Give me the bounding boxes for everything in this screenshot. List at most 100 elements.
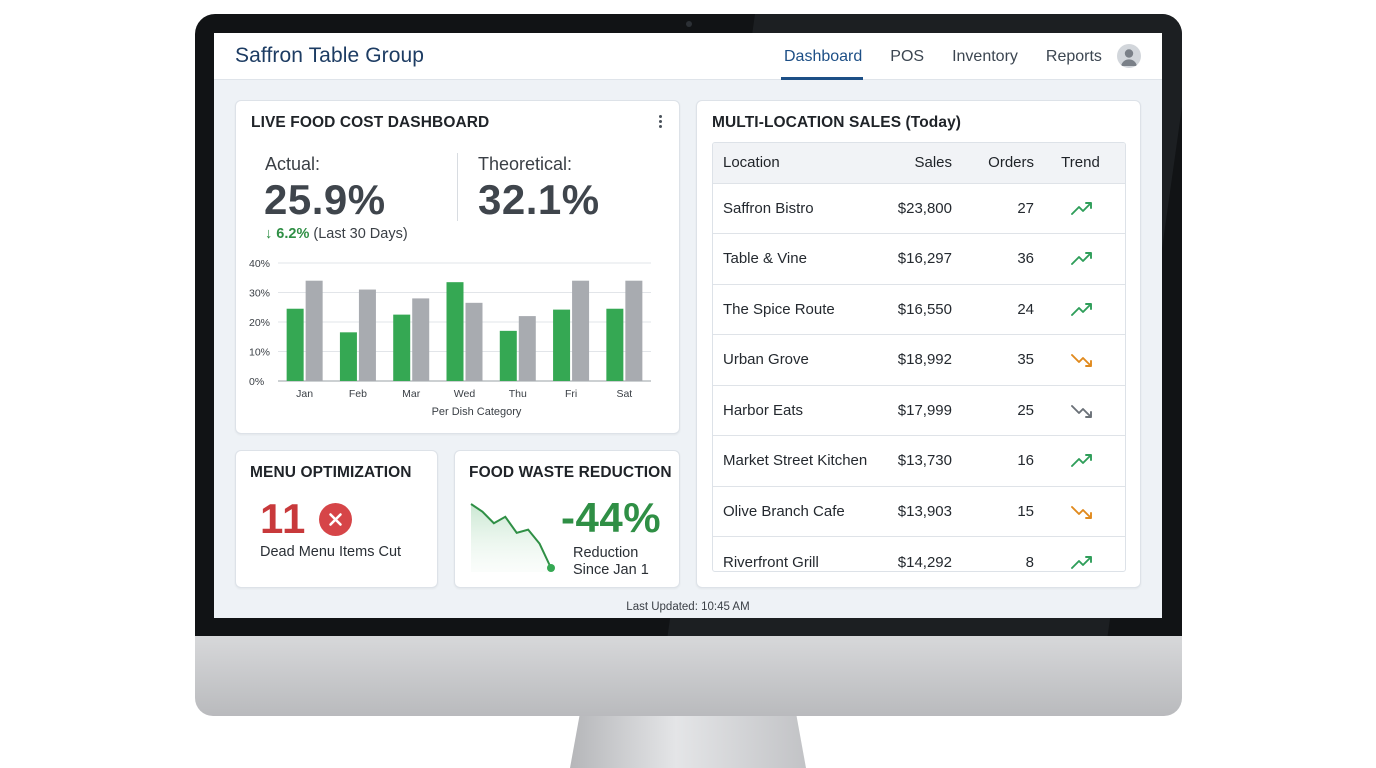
actual-value: 25.9% — [264, 176, 386, 223]
multi-location-sales-card: MULTI-LOCATION SALES (Today) Location Sa… — [696, 100, 1141, 588]
sales-table-container[interactable]: Location Sales Orders Trend Saffron Bist… — [712, 142, 1126, 572]
chart-bar — [553, 309, 571, 381]
cell-orders: 15 — [1017, 502, 1034, 520]
col-header-location[interactable]: Location — [723, 154, 780, 172]
cell-sales: $17,999 — [897, 401, 952, 419]
cell-trend — [1034, 486, 1125, 537]
waste-reduction-value: -44% — [561, 494, 662, 541]
cell-trend — [1034, 335, 1125, 386]
food-cost-card: LIVE FOOD COST DASHBOARD Actual: 25.9% T… — [235, 100, 680, 434]
brand-title: Saffron Table Group — [235, 44, 425, 67]
cell-location: Market Street Kitchen — [723, 452, 868, 470]
chart-bar — [446, 282, 464, 381]
user-avatar-icon[interactable] — [1117, 44, 1141, 68]
cell-trend — [1034, 234, 1125, 285]
cell-location: Table & Vine — [723, 250, 807, 268]
trend-up-icon — [1070, 454, 1092, 468]
table-row[interactable]: Urban Grove $18,992 35 — [713, 334, 1125, 386]
cell-trend — [1034, 183, 1125, 234]
kebab-menu-icon[interactable] — [654, 113, 666, 131]
chart-bar — [518, 316, 536, 381]
waste-sparkline — [470, 503, 555, 572]
cell-location: The Spice Route — [723, 300, 835, 318]
cell-sales: $13,730 — [897, 452, 952, 470]
cell-trend — [1034, 284, 1125, 335]
sales-table: Location Sales Orders Trend Saffron Bist… — [713, 143, 1125, 572]
sparkline-line — [470, 503, 552, 569]
chart-bar — [625, 280, 643, 381]
chart-bar — [606, 308, 624, 381]
cell-sales: $13,903 — [897, 502, 952, 520]
cell-orders: 16 — [1017, 452, 1034, 470]
trend-up-icon — [1070, 302, 1092, 316]
waste-caption: Reduction Since Jan 1 — [573, 545, 649, 579]
monitor-chin — [195, 636, 1182, 716]
cell-location: Harbor Eats — [723, 401, 804, 419]
chart-x-tick-label: Wed — [454, 388, 476, 400]
sales-table-body: Saffron Bistro $23,800 27 Table & Vine $16,2… — [713, 183, 1125, 572]
cell-sales: $16,297 — [897, 250, 952, 268]
nav-tab-dashboard[interactable]: Dashboard — [770, 33, 876, 80]
cell-trend — [1034, 436, 1125, 487]
table-row[interactable]: Riverfront Grill $14,292 8 — [713, 536, 1125, 572]
kpi-divider — [457, 153, 458, 221]
x-circle-icon — [319, 503, 352, 536]
nav-tab-pos[interactable]: POS — [890, 47, 925, 65]
sparkline-endpoint — [547, 564, 555, 572]
cell-trend — [1034, 537, 1125, 572]
cell-orders: 35 — [1017, 351, 1034, 369]
chart-bar — [286, 308, 304, 381]
cell-location: Riverfront Grill — [723, 553, 819, 571]
cell-location: Urban Grove — [723, 351, 809, 369]
cell-orders: 36 — [1017, 250, 1034, 268]
cell-trend — [1034, 385, 1125, 436]
table-row[interactable]: Table & Vine $16,297 36 — [713, 233, 1125, 285]
chart-y-tick-label: 0% — [249, 376, 264, 388]
cell-orders: 27 — [1017, 199, 1034, 217]
chart-x-axis-label: Per Dish Category — [432, 406, 522, 418]
chart-y-tick-label: 40% — [249, 258, 270, 270]
monitor-stand — [570, 716, 806, 768]
food-cost-title: LIVE FOOD COST DASHBOARD — [251, 114, 490, 131]
chart-x-tick-label: Feb — [349, 388, 367, 400]
table-row[interactable]: Market Street Kitchen $13,730 16 — [713, 435, 1125, 487]
table-row[interactable]: Harbor Eats $17,999 25 — [713, 385, 1125, 436]
cell-location: Saffron Bistro — [723, 199, 814, 217]
trend-down-icon — [1070, 404, 1092, 418]
food-waste-title: FOOD WASTE REDUCTION — [469, 464, 672, 481]
webcam-icon — [686, 21, 692, 27]
cell-sales: $16,550 — [897, 300, 952, 318]
table-row[interactable]: The Spice Route $16,550 24 — [713, 284, 1125, 335]
chart-bar — [499, 330, 517, 381]
theoretical-label: Theoretical: — [478, 154, 573, 174]
chart-bar — [339, 332, 357, 381]
app-screen: Saffron Table Group Dashboard POS Invent… — [214, 33, 1162, 618]
menu-optimization-title: MENU OPTIMIZATION — [250, 464, 412, 481]
trend-up-icon — [1070, 201, 1092, 215]
chart-bar — [393, 314, 411, 381]
nav-tab-inventory[interactable]: Inventory — [952, 47, 1018, 65]
actual-label: Actual: — [265, 154, 321, 174]
trend-down-icon — [1070, 505, 1092, 519]
table-row[interactable]: Saffron Bistro $23,800 27 — [713, 183, 1125, 234]
arrow-down-icon: ↓ — [265, 226, 273, 242]
nav-tab-reports[interactable]: Reports — [1045, 47, 1102, 65]
theoretical-value: 32.1% — [478, 176, 600, 223]
cell-sales: $23,800 — [897, 199, 952, 217]
cell-orders: 25 — [1017, 401, 1034, 419]
trend-down-icon — [1070, 354, 1092, 368]
cell-sales: $14,292 — [897, 553, 952, 571]
cell-orders: 24 — [1017, 300, 1034, 318]
chart-bar — [305, 280, 323, 381]
chart-x-tick-label: Thu — [509, 388, 527, 400]
chart-y-tick-label: 20% — [249, 317, 270, 329]
waste-caption-line2: Since Jan 1 — [573, 562, 649, 578]
col-header-orders[interactable]: Orders — [988, 154, 1034, 172]
col-header-trend[interactable]: Trend — [1061, 154, 1100, 172]
chart-bar — [572, 280, 590, 381]
col-header-sales[interactable]: Sales — [914, 154, 952, 172]
table-row[interactable]: Olive Branch Cafe $13,903 15 — [713, 486, 1125, 537]
chart-y-tick-label: 10% — [249, 347, 270, 359]
sales-title: MULTI-LOCATION SALES (Today) — [712, 114, 962, 131]
waste-caption-line1: Reduction — [573, 545, 639, 561]
